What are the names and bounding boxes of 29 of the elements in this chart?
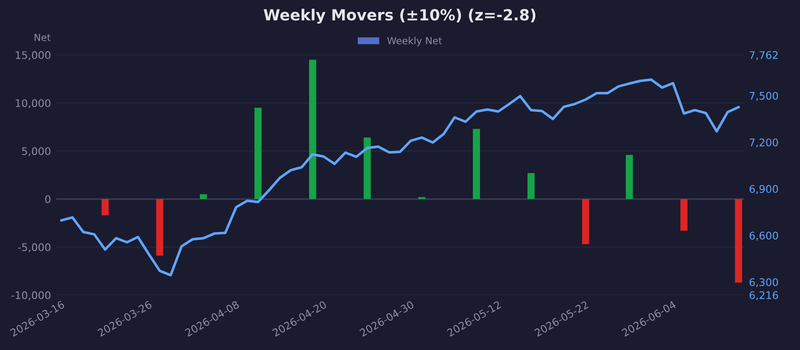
y-tick-label: 15,000 bbox=[16, 51, 50, 60]
bar bbox=[680, 199, 688, 231]
y2-tick-label: 6,600 bbox=[750, 232, 778, 241]
y2-tick-label: 6,300 bbox=[750, 278, 778, 288]
bar bbox=[582, 199, 590, 244]
bar bbox=[364, 138, 371, 200]
y-tick-label: -10,000 bbox=[11, 291, 50, 300]
bar bbox=[309, 60, 316, 200]
y-tick-label: -5,000 bbox=[18, 243, 50, 252]
text: Weekly Net bbox=[387, 36, 442, 46]
y-tick-label: 10,000 bbox=[16, 99, 50, 108]
line-series bbox=[60, 78, 740, 276]
y2-tick-label: 7,500 bbox=[750, 92, 778, 101]
chart-title: Weekly Movers (±10%) (z=-2.8) bbox=[264, 8, 536, 24]
bar bbox=[156, 199, 164, 256]
y2-tick-label: 7,200 bbox=[750, 138, 778, 148]
bar bbox=[200, 194, 207, 200]
bar bbox=[102, 199, 109, 216]
bar bbox=[528, 173, 535, 200]
bar bbox=[254, 108, 262, 200]
y-axis-title: Net bbox=[34, 34, 51, 42]
bar bbox=[472, 128, 480, 200]
bar bbox=[734, 199, 742, 283]
bar bbox=[626, 154, 633, 200]
y2-tick-label: 7,762 bbox=[750, 51, 778, 60]
y2-tick-label: 6,900 bbox=[750, 185, 778, 194]
y-tick-label: 0 bbox=[45, 195, 50, 204]
y2-tick-label: 6,216 bbox=[750, 291, 778, 300]
y-tick-label: 5,000 bbox=[22, 147, 50, 156]
